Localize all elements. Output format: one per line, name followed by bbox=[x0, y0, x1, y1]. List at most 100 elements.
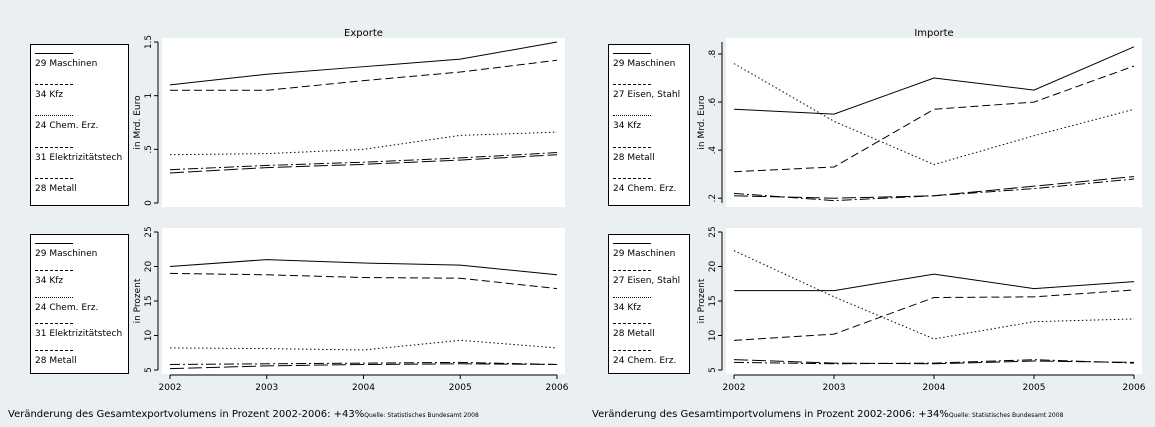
chart-title: Exporte bbox=[344, 28, 383, 39]
legend-imports-absolute: 29 Maschinen 27 Eisen, Stahl 34 Kfz 28 Meta… bbox=[608, 44, 690, 206]
legend-key bbox=[35, 243, 73, 244]
legend-label: 34 Kfz bbox=[35, 90, 64, 101]
x-tick-label: 2002 bbox=[723, 383, 746, 393]
legend-imports-percent: 29 Maschinen 27 Eisen, Stahl 34 Kfz 28 Meta… bbox=[608, 234, 690, 374]
y-tick-label: 10 bbox=[144, 330, 154, 342]
legend-key bbox=[35, 177, 73, 179]
legend-label: 27 Eisen, Stahl bbox=[613, 90, 681, 101]
y-tick-label: 1 bbox=[144, 93, 154, 99]
legend-label: 34 Kfz bbox=[613, 121, 642, 132]
legend-key bbox=[613, 177, 651, 179]
legend-label: 34 Kfz bbox=[613, 302, 642, 313]
series-line bbox=[169, 154, 558, 174]
legend-label: 24 Chem. Erz. bbox=[35, 121, 99, 132]
legend-key bbox=[613, 84, 651, 86]
x-tick-label: 2005 bbox=[1023, 383, 1046, 393]
legend-key bbox=[613, 115, 651, 117]
x-tick-label: 2005 bbox=[449, 383, 472, 393]
source-note-left: Quelle: Statistisches Bundesamt 2008 bbox=[364, 412, 479, 419]
x-tick-label: 2002 bbox=[159, 383, 182, 393]
legend-key bbox=[35, 53, 73, 54]
legend-key bbox=[613, 323, 651, 325]
chart-title: Importe bbox=[914, 28, 953, 39]
x-tick-label: 2006 bbox=[546, 383, 569, 393]
legend-key bbox=[613, 146, 651, 148]
y-tick-label: 15 bbox=[708, 295, 718, 306]
y-axis-label: in Prozent bbox=[697, 278, 707, 323]
x-tick-label: 2004 bbox=[923, 383, 946, 393]
y-tick-label: 1.5 bbox=[144, 35, 154, 49]
legend-label: 34 Kfz bbox=[35, 275, 64, 286]
legend-label: 29 Maschinen bbox=[613, 249, 676, 259]
series-line bbox=[169, 152, 558, 171]
series-line bbox=[169, 363, 558, 370]
legend-key bbox=[35, 115, 73, 117]
series-line bbox=[170, 59, 558, 91]
legend-label: 29 Maschinen bbox=[35, 59, 98, 69]
y-tick-label: 5 bbox=[144, 367, 154, 373]
y-tick-label: 15 bbox=[144, 295, 154, 306]
y-tick-label: 25 bbox=[144, 226, 154, 237]
series-line bbox=[733, 46, 1135, 115]
plot-area bbox=[726, 228, 1142, 374]
y-tick-label: .2 bbox=[708, 194, 718, 203]
exports-absolute-chart: Exporte 0 .5 1 1.5 in Mrd. Euro bbox=[133, 28, 565, 207]
legend-key bbox=[35, 84, 73, 86]
legend-label: 29 Maschinen bbox=[35, 249, 98, 259]
x-tick-label: 2006 bbox=[1123, 383, 1146, 393]
legend-label: 24 Chem. Erz. bbox=[613, 356, 677, 367]
series-line bbox=[733, 359, 1135, 365]
legend-exports-percent: 29 Maschinen 34 Kfz 24 Chem. Erz. 31 Elektr… bbox=[30, 234, 129, 374]
y-tick-label: 10 bbox=[708, 330, 718, 342]
legend-key bbox=[35, 323, 73, 325]
series-line bbox=[733, 289, 1135, 341]
y-tick-label: .6 bbox=[708, 98, 718, 107]
series-line bbox=[733, 359, 1135, 365]
y-tick-label: 5 bbox=[708, 367, 718, 373]
legend-key bbox=[613, 53, 651, 54]
series-line bbox=[733, 65, 1135, 173]
series-line bbox=[169, 339, 558, 351]
legend-label: 28 Metall bbox=[35, 356, 77, 367]
series-line bbox=[734, 273, 1135, 292]
footnote-imports-text: Veränderung des Gesamtimportvolumens in … bbox=[592, 409, 949, 420]
imports-percent-chart: 5 10 15 20 25 in Prozent 2002 2003 2004 2005 2006 bbox=[697, 226, 1146, 393]
legend-key bbox=[613, 243, 651, 244]
legend-label: 31 Elektrizitätstech bbox=[35, 152, 123, 163]
y-tick-label: 25 bbox=[708, 226, 718, 237]
series-line bbox=[169, 131, 558, 156]
exports-percent-chart: 5 10 15 20 25 in Prozent 2002 2003 2004 2005 2006 bbox=[133, 226, 569, 393]
y-axis-label: in Mrd. Euro bbox=[697, 95, 707, 150]
legend-exports-absolute: 29 Maschinen 34 Kfz 24 Chem. Erz. 31 Elektr… bbox=[30, 44, 129, 206]
legend-label: 28 Metall bbox=[35, 183, 77, 194]
plot-area bbox=[162, 228, 565, 374]
series-line bbox=[733, 176, 1135, 199]
legend-label: 31 Elektrizitätstech bbox=[35, 329, 123, 340]
y-tick-label: .4 bbox=[708, 146, 718, 155]
imports-absolute-chart: Importe .2 .4 .6 .8 in Mrd. Euro bbox=[697, 28, 1142, 207]
y-tick-label: 20 bbox=[144, 261, 154, 273]
legend-label: 28 Metall bbox=[613, 152, 655, 163]
legend-key bbox=[35, 296, 73, 298]
footnote-exports: Veränderung des Gesamtexportvolumens in … bbox=[8, 409, 479, 420]
y-axis-label: in Mrd. Euro bbox=[133, 95, 143, 150]
legend-label: 24 Chem. Erz. bbox=[613, 183, 677, 194]
x-tick-label: 2003 bbox=[823, 383, 846, 393]
legend-label: 24 Chem. Erz. bbox=[35, 302, 99, 313]
y-tick-label: 0 bbox=[144, 200, 154, 206]
legend-key bbox=[35, 350, 73, 352]
legend-key bbox=[613, 269, 651, 271]
legend-key bbox=[35, 269, 73, 271]
series-line bbox=[169, 259, 558, 276]
legend-key bbox=[613, 350, 651, 352]
x-tick-label: 2004 bbox=[352, 383, 375, 393]
source-note-right: Quelle: Statistisches Bundesamt 2008 bbox=[948, 412, 1064, 419]
y-tick-label: .5 bbox=[144, 145, 154, 154]
legend-key bbox=[35, 146, 73, 148]
plot-area bbox=[162, 38, 565, 207]
footnote-exports-text: Veränderung des Gesamtexportvolumens in … bbox=[8, 409, 365, 420]
x-tick-label: 2003 bbox=[255, 383, 278, 393]
y-tick-label: .8 bbox=[708, 49, 718, 58]
footnote-imports: Veränderung des Gesamtimportvolumens in … bbox=[592, 409, 1063, 420]
series-line bbox=[733, 250, 1135, 340]
